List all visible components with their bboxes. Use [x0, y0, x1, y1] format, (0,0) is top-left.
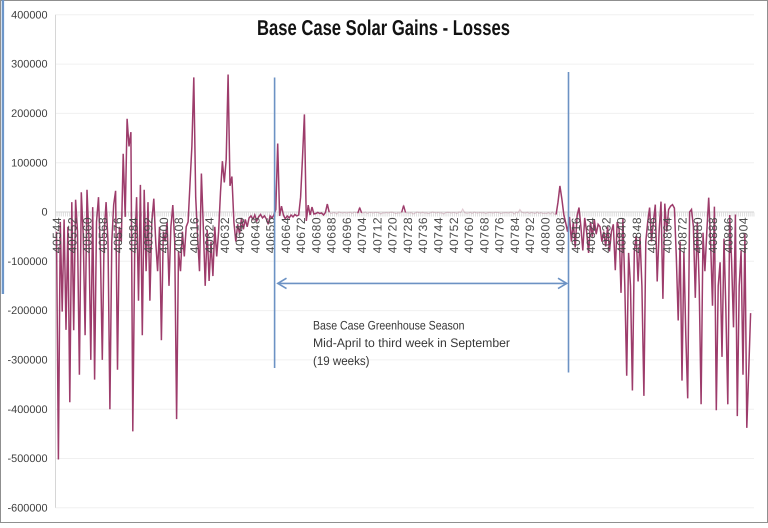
svg-text:40792: 40792: [523, 217, 537, 253]
svg-text:40552: 40552: [65, 217, 79, 253]
svg-text:40824: 40824: [584, 217, 598, 253]
svg-text:300000: 300000: [11, 59, 47, 71]
svg-text:40664: 40664: [279, 217, 293, 253]
svg-text:-300000: -300000: [8, 355, 48, 367]
svg-text:40560: 40560: [81, 217, 95, 253]
svg-text:-400000: -400000: [8, 404, 48, 416]
svg-text:40696: 40696: [340, 217, 354, 253]
svg-text:40576: 40576: [111, 217, 125, 253]
svg-text:40728: 40728: [401, 217, 415, 253]
svg-text:40656: 40656: [264, 217, 278, 253]
svg-text:40736: 40736: [416, 217, 430, 253]
svg-text:40840: 40840: [615, 217, 629, 253]
svg-text:-100000: -100000: [8, 256, 48, 268]
svg-text:40640: 40640: [233, 217, 247, 253]
svg-text:40720: 40720: [386, 217, 400, 253]
svg-text:40816: 40816: [569, 217, 583, 253]
svg-text:40808: 40808: [554, 217, 568, 253]
svg-text:40672: 40672: [294, 217, 308, 253]
svg-text:40904: 40904: [737, 217, 751, 253]
svg-text:200000: 200000: [11, 108, 47, 120]
svg-text:(19 weeks): (19 weeks): [313, 354, 370, 368]
svg-text:Mid-April to third week in Sep: Mid-April to third week in September: [313, 336, 510, 350]
svg-text:40856: 40856: [645, 217, 659, 253]
svg-text:40864: 40864: [660, 217, 674, 253]
svg-text:0: 0: [41, 207, 47, 219]
svg-text:40776: 40776: [493, 217, 507, 253]
svg-text:40632: 40632: [218, 217, 232, 253]
svg-text:40832: 40832: [599, 217, 613, 253]
svg-text:400000: 400000: [11, 9, 47, 21]
svg-text:40608: 40608: [172, 217, 186, 253]
svg-text:40648: 40648: [248, 217, 262, 253]
svg-text:40600: 40600: [157, 217, 171, 253]
svg-text:-500000: -500000: [8, 453, 48, 465]
svg-text:40680: 40680: [310, 217, 324, 253]
svg-text:Base Case Solar Gains - Losses: Base Case Solar Gains - Losses: [257, 16, 510, 40]
svg-text:100000: 100000: [11, 157, 47, 169]
svg-text:40760: 40760: [462, 217, 476, 253]
svg-text:40768: 40768: [477, 217, 491, 253]
svg-text:40704: 40704: [355, 217, 369, 253]
svg-text:40872: 40872: [676, 217, 690, 253]
svg-text:Base Case Greenhouse Season: Base Case Greenhouse Season: [313, 319, 465, 333]
svg-text:-600000: -600000: [8, 502, 48, 514]
svg-text:40584: 40584: [126, 217, 140, 253]
svg-text:40744: 40744: [432, 217, 446, 253]
svg-text:40616: 40616: [187, 217, 201, 253]
svg-text:40848: 40848: [630, 217, 644, 253]
svg-text:40896: 40896: [721, 217, 735, 253]
svg-text:40544: 40544: [50, 217, 64, 253]
svg-text:40624: 40624: [203, 217, 217, 253]
svg-text:40568: 40568: [96, 217, 110, 253]
svg-text:40888: 40888: [706, 217, 720, 253]
svg-text:40784: 40784: [508, 217, 522, 253]
svg-text:40800: 40800: [538, 217, 552, 253]
svg-text:40688: 40688: [325, 217, 339, 253]
svg-text:40752: 40752: [447, 217, 461, 253]
svg-text:-200000: -200000: [8, 305, 48, 317]
svg-text:40712: 40712: [371, 217, 385, 253]
svg-text:40592: 40592: [142, 217, 156, 253]
svg-text:40880: 40880: [691, 217, 705, 253]
